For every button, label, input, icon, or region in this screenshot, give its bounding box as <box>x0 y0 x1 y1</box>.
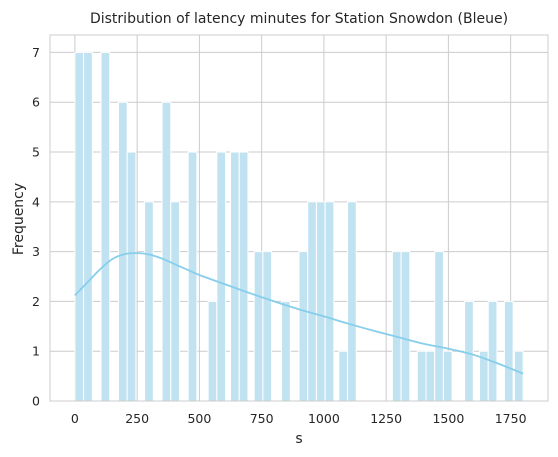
histogram-bar <box>117 101 128 402</box>
y-tick-label: 1 <box>32 344 40 359</box>
kde-curve <box>74 252 524 375</box>
y-tick-label: 5 <box>32 145 40 160</box>
histogram-bar <box>442 350 453 402</box>
histogram-bar <box>416 350 427 402</box>
histogram-bar <box>126 151 137 402</box>
histogram-bar <box>338 350 349 402</box>
histogram-bar <box>74 51 85 402</box>
histogram-bar <box>298 251 309 402</box>
y-tick-label: 6 <box>32 95 40 110</box>
histogram-bar <box>170 201 180 402</box>
x-tick-label: 500 <box>187 411 211 426</box>
histogram-bars <box>74 51 524 402</box>
x-tick-label: 1250 <box>370 411 402 426</box>
histogram-bar <box>464 300 474 402</box>
x-tick-label: 0 <box>71 411 79 426</box>
histogram-bar <box>400 251 411 402</box>
x-tick-label: 1500 <box>432 411 464 426</box>
histogram-bar <box>425 350 436 402</box>
histogram-bar <box>230 151 240 402</box>
y-tick-label: 7 <box>32 45 40 60</box>
histogram-bar <box>307 201 317 402</box>
histogram-bar <box>161 101 172 402</box>
histogram-bar <box>144 201 154 402</box>
y-tick-label: 3 <box>32 244 40 259</box>
x-tick-label: 1000 <box>308 411 340 426</box>
y-tick-labels: 0 1 2 3 4 5 6 7 <box>32 45 40 409</box>
histogram-bar <box>216 151 227 402</box>
histogram-bar <box>324 201 335 402</box>
histogram-bar <box>281 300 291 402</box>
histogram-bar <box>207 300 218 402</box>
plot-frame <box>49 34 549 402</box>
histogram-bar <box>487 300 498 402</box>
histogram-bar <box>391 251 402 402</box>
histogram-bar <box>100 51 111 402</box>
chart-title: Distribution of latency minutes for Stat… <box>90 11 508 27</box>
x-tick-label: 250 <box>125 411 149 426</box>
x-axis-label: s <box>295 431 302 447</box>
histogram-bar <box>315 201 326 402</box>
histogram-bar <box>513 350 524 402</box>
x-tick-label: 750 <box>250 411 274 426</box>
histogram-bar <box>187 151 198 402</box>
y-axis-label: Frequency <box>11 183 27 255</box>
y-tick-label: 4 <box>32 194 40 209</box>
x-tick-label: 1750 <box>495 411 527 426</box>
histogram-bar <box>434 251 444 402</box>
y-tick-label: 2 <box>32 294 40 309</box>
histogram-bar <box>83 51 93 402</box>
x-tick-labels: 0 250 500 750 1000 1250 1500 1750 <box>71 411 527 426</box>
y-tick-label: 0 <box>32 394 40 409</box>
histogram-bar <box>238 151 249 402</box>
histogram-bar <box>347 201 357 402</box>
histogram-bar <box>503 300 514 402</box>
histogram-bar <box>262 251 273 402</box>
histogram-bar <box>253 251 264 402</box>
